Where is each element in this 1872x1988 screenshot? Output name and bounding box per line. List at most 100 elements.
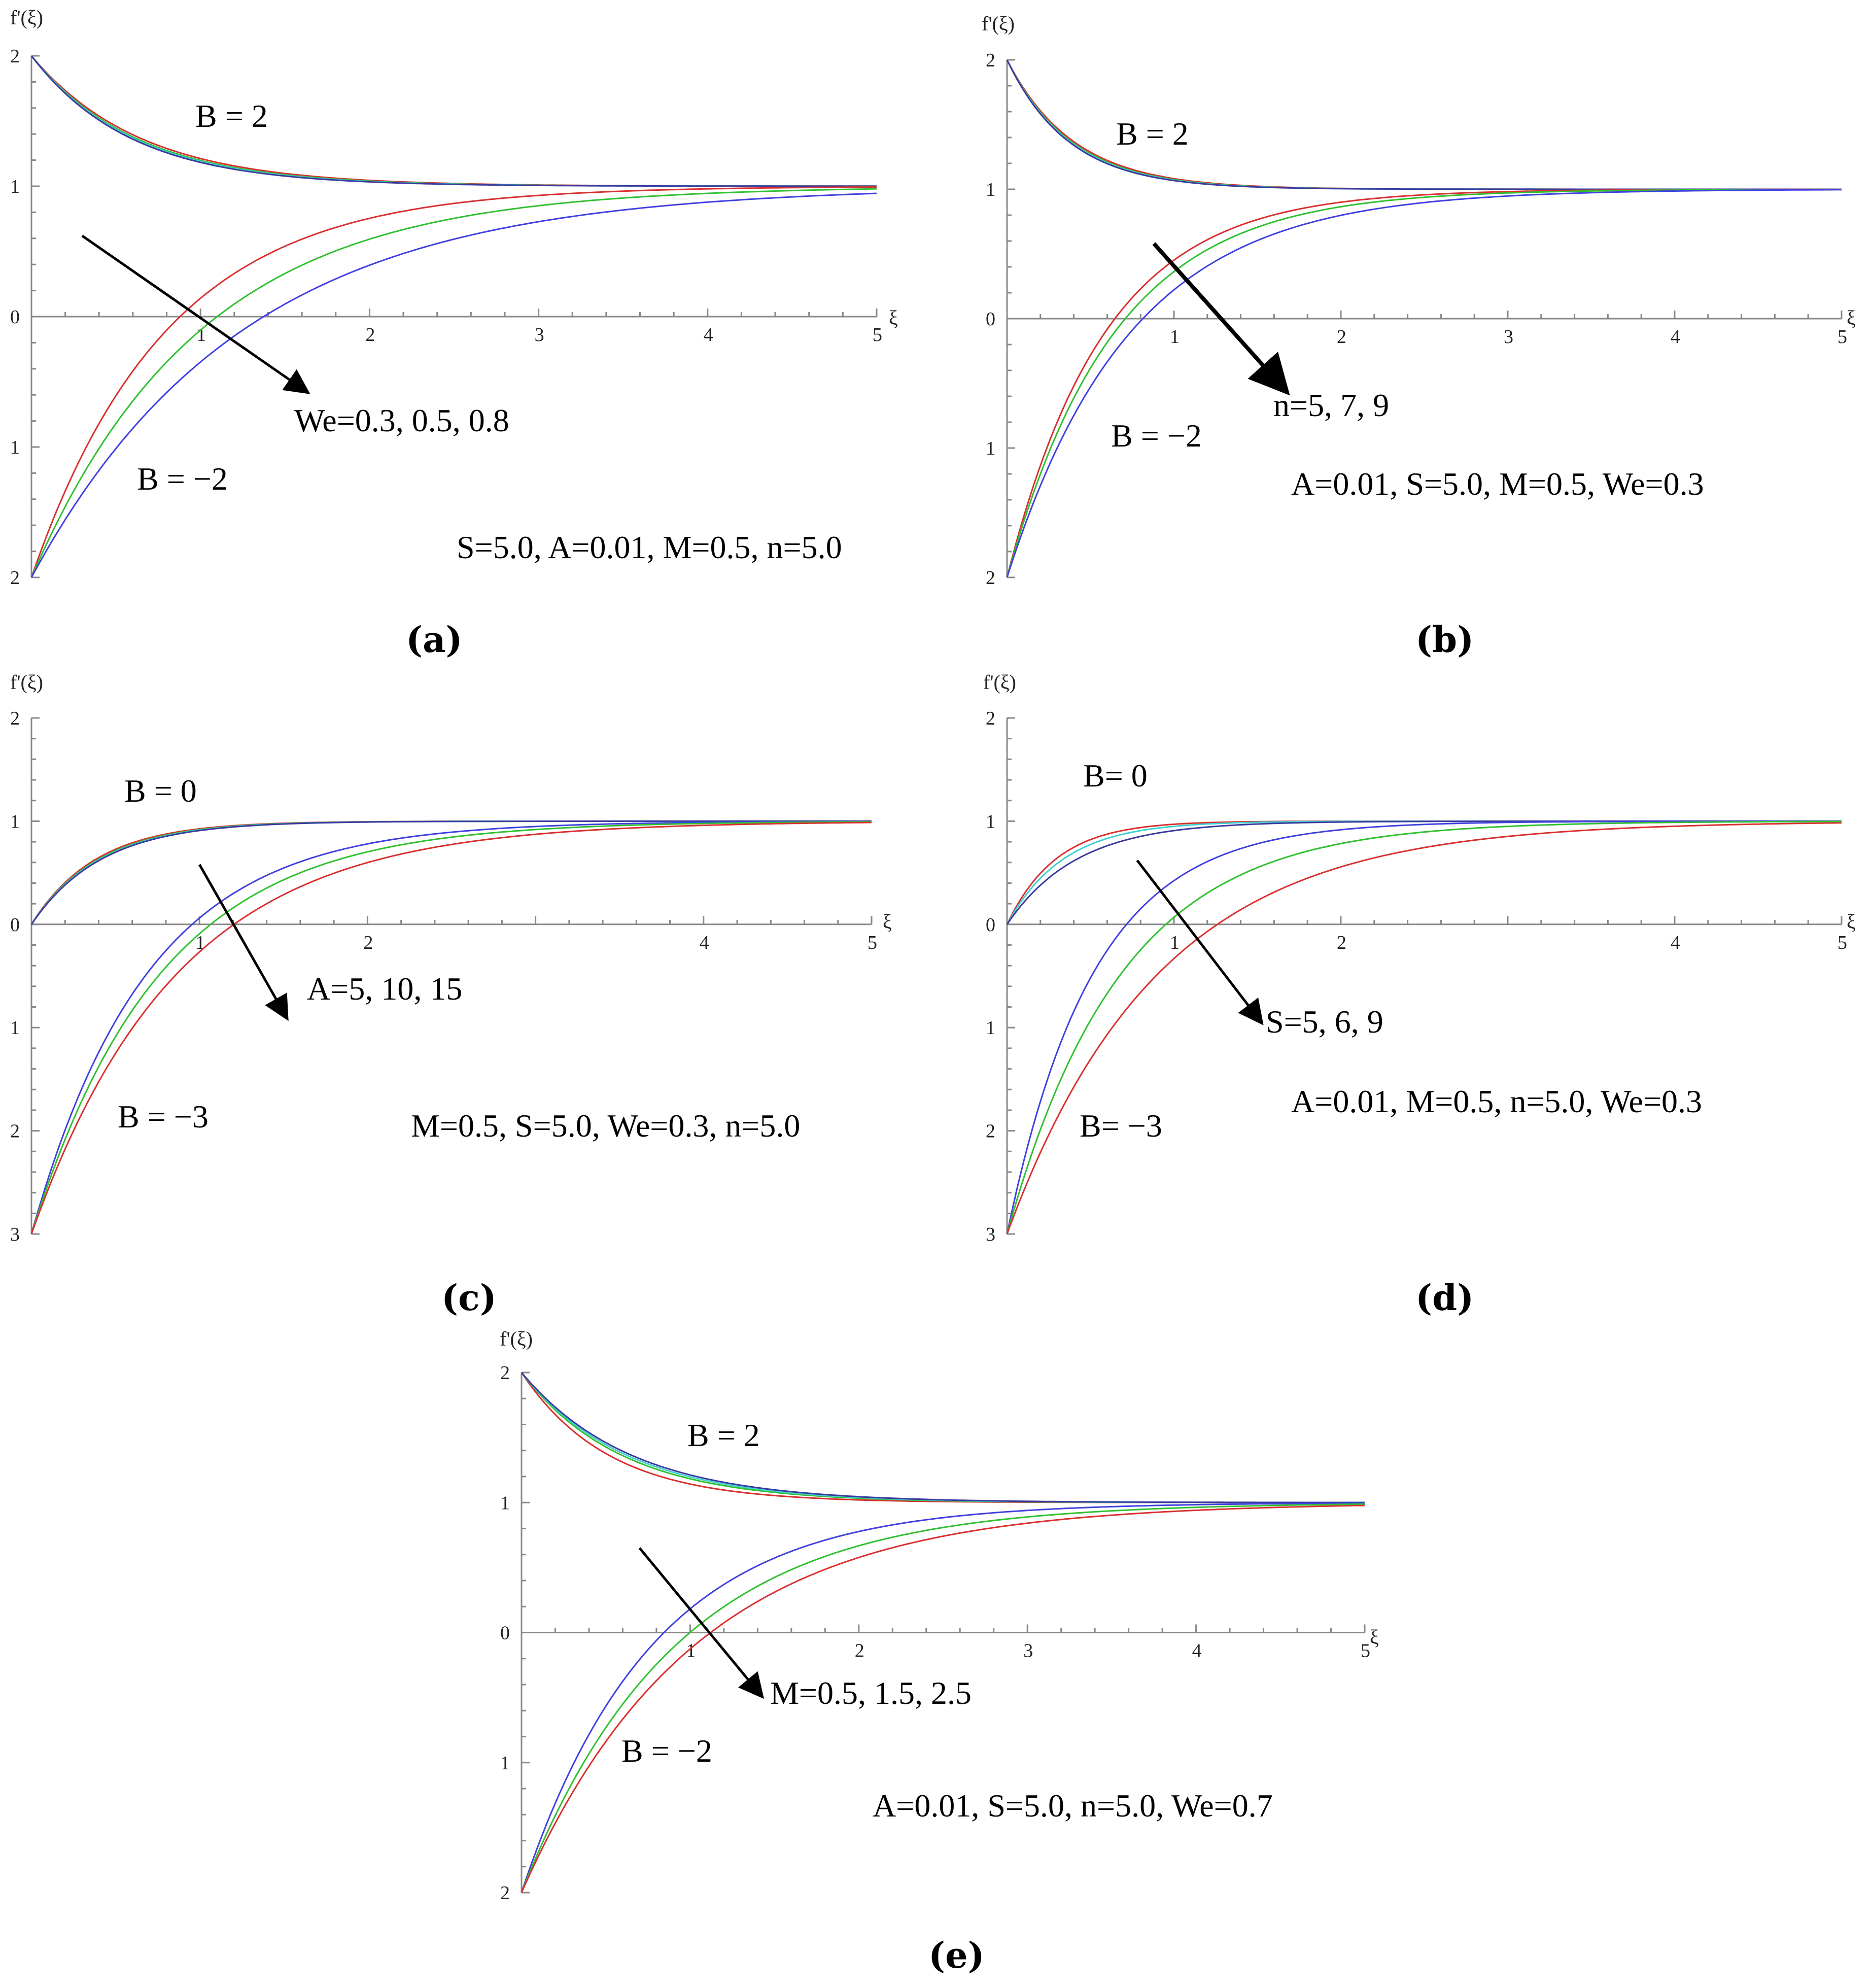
- trend-arrow: [1152, 242, 1290, 396]
- x-tick-label: 1: [1170, 932, 1180, 953]
- x-tick-label: 3: [535, 324, 544, 346]
- y-tick-label: 0: [500, 1623, 510, 1644]
- annotation-b-lower: B = −2: [137, 461, 228, 497]
- panel-a: f'(ξ) ξ B = 2 B = −2 We=0.3, 0.5, 0.8 S=…: [10, 6, 898, 661]
- series-line: [30, 55, 877, 187]
- x-tick-label: 5: [873, 324, 882, 346]
- y-tick-label: 2: [10, 1121, 20, 1142]
- annotation-b-upper: B = 2: [1116, 116, 1189, 152]
- panel-label: (a): [406, 619, 463, 661]
- series-line: [30, 188, 877, 578]
- annotation-fixed-params: S=5.0, A=0.01, M=0.5, n=5.0: [457, 529, 842, 565]
- x-axis-label: ξ: [1370, 1626, 1379, 1649]
- y-tick-label: 2: [500, 1882, 510, 1904]
- annotation-parameter: S=5, 6, 9: [1266, 1004, 1383, 1040]
- trend-arrow: [198, 864, 289, 1021]
- x-tick-label: 3: [1023, 1640, 1033, 1662]
- y-tick-label: 1: [500, 1492, 510, 1514]
- series-line: [30, 55, 877, 187]
- y-axis-label: f'(ξ): [982, 12, 1015, 35]
- x-tick-label: 4: [1671, 326, 1680, 348]
- trend-arrow: [81, 234, 310, 394]
- series-line: [1006, 820, 1842, 925]
- annotation-fixed-params: A=0.01, S=5.0, n=5.0, We=0.7: [873, 1788, 1273, 1824]
- x-axis-label: ξ: [1847, 306, 1856, 329]
- y-tick-label: 1: [986, 179, 995, 200]
- y-tick-label: 2: [986, 567, 995, 589]
- x-tick-label: 2: [1337, 932, 1346, 953]
- y-tick-label: 1: [986, 811, 995, 832]
- series-line: [1006, 820, 1842, 1235]
- x-tick-label: 4: [700, 932, 709, 953]
- series-line: [30, 821, 872, 1235]
- y-tick-label: 0: [986, 914, 995, 936]
- annotation-b-lower: B = −3: [118, 1099, 209, 1135]
- annotation-parameter: M=0.5, 1.5, 2.5: [770, 1675, 972, 1711]
- x-tick-label: 1: [195, 932, 205, 953]
- series-line: [30, 186, 877, 578]
- annotation-parameter: We=0.3, 0.5, 0.8: [294, 402, 509, 438]
- y-tick-label: 2: [986, 50, 995, 71]
- x-axis-label: ξ: [883, 910, 892, 933]
- panel-label: (d): [1415, 1277, 1474, 1319]
- annotation-fixed-params: A=0.01, S=5.0, M=0.5, We=0.3: [1291, 466, 1704, 502]
- series-line: [521, 1502, 1365, 1893]
- series-line: [30, 55, 877, 187]
- series-line: [30, 192, 877, 578]
- panel-e: f'(ξ) ξ B = 2 B = −2 M=0.5, 1.5, 2.5 A=0…: [500, 1327, 1379, 1976]
- annotation-b-lower: B= −3: [1080, 1108, 1162, 1144]
- y-tick-label: 2: [986, 708, 995, 729]
- y-tick-label: 2: [10, 567, 20, 589]
- series-line: [1006, 820, 1842, 1235]
- annotation-b-lower: B = −2: [621, 1733, 712, 1769]
- y-tick-label: 1: [10, 176, 20, 197]
- panel-c: f'(ξ) ξ B = 0 B = −3 A=5, 10, 15 M=0.5, …: [10, 671, 892, 1319]
- x-tick-label: 3: [1504, 326, 1513, 348]
- x-tick-label: 1: [196, 324, 206, 346]
- panel-label: (b): [1415, 619, 1474, 661]
- y-tick-label: 1: [986, 1017, 995, 1039]
- y-tick-label: 1: [500, 1753, 510, 1774]
- x-tick-label: 2: [855, 1640, 864, 1662]
- trend-arrow: [638, 1547, 765, 1699]
- series-line: [1006, 189, 1842, 578]
- annotation-parameter: A=5, 10, 15: [307, 971, 462, 1007]
- annotation-b-lower: B = −2: [1111, 418, 1202, 454]
- x-tick-label: 4: [704, 324, 713, 346]
- annotation-parameter: n=5, 7, 9: [1273, 387, 1389, 423]
- annotation-b-upper: B = 2: [687, 1417, 760, 1453]
- y-tick-label: 0: [10, 914, 20, 936]
- x-axis-label: ξ: [889, 306, 898, 329]
- y-tick-label: 2: [10, 708, 20, 729]
- series-line: [1006, 188, 1842, 578]
- y-axis-label: f'(ξ): [500, 1327, 533, 1350]
- annotation-b-upper: B = 2: [195, 98, 268, 134]
- x-tick-label: 4: [1192, 1640, 1202, 1662]
- series-line: [1006, 820, 1842, 925]
- series-line: [1006, 820, 1842, 925]
- series-line: [1006, 822, 1842, 1235]
- y-tick-label: 1: [10, 811, 20, 832]
- y-tick-label: 2: [10, 46, 20, 67]
- y-axis-label: f'(ξ): [983, 671, 1016, 694]
- trend-arrow: [1136, 860, 1264, 1025]
- y-tick-label: 1: [986, 438, 995, 459]
- x-tick-label: 2: [365, 324, 375, 346]
- series-line: [521, 1372, 1365, 1503]
- series-line: [30, 821, 872, 1235]
- y-tick-label: 2: [986, 1121, 995, 1142]
- x-tick-label: 5: [1838, 932, 1847, 953]
- x-tick-label: 5: [868, 932, 877, 953]
- series-line: [1006, 188, 1842, 578]
- y-tick-label: 0: [986, 309, 995, 330]
- y-axis-label: f'(ξ): [10, 671, 43, 694]
- annotation-b-upper: B= 0: [1083, 758, 1148, 794]
- series-line: [521, 1503, 1365, 1893]
- annotation-fixed-params: A=0.01, M=0.5, n=5.0, We=0.3: [1291, 1083, 1702, 1119]
- series-line: [30, 820, 872, 925]
- panel-d: f'(ξ) ξ B= 0 B= −3 S=5, 6, 9 A=0.01, M=0…: [983, 671, 1856, 1319]
- series-line: [30, 820, 872, 1235]
- series-line: [521, 1504, 1365, 1893]
- x-tick-label: 5: [1838, 326, 1847, 348]
